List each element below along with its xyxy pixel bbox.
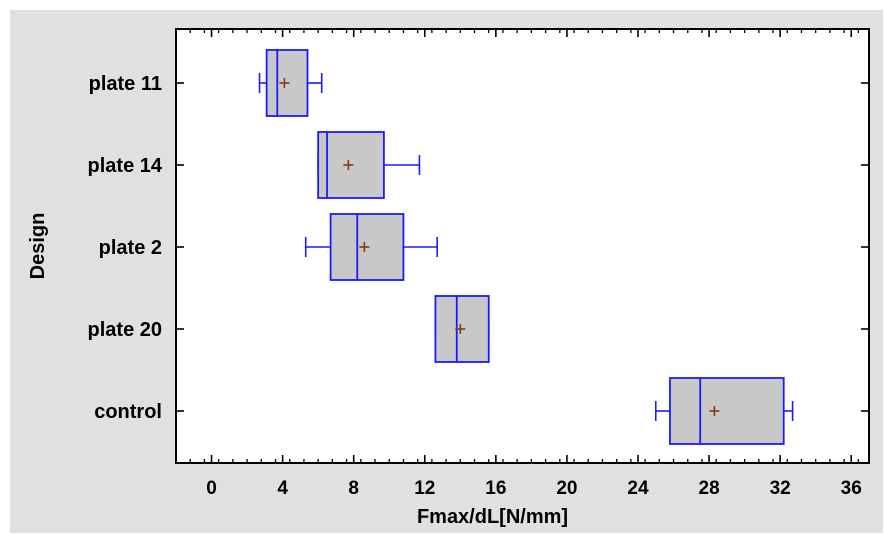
x-tick-label: 12 [414,478,435,499]
x-tick-labels: 0 4 8 12 16 20 24 28 32 36 [206,478,862,499]
x-tick-label: 36 [841,478,862,499]
category-label: plate 11 [89,73,162,95]
x-axis-title: Fmax/dL[N/mm] [417,506,568,528]
x-tick-label: 0 [206,478,217,499]
category-label: plate 20 [88,319,162,341]
box-plate-20 [434,295,490,363]
box-plate-14 [317,131,421,199]
iqr-box [265,49,309,117]
category-label: plate 2 [99,237,162,259]
x-tick-label: 8 [348,478,359,499]
y-axis-title: Design [27,213,49,280]
x-axis-ticks [176,29,869,463]
category-labels: plate 11 plate 14 plate 2 plate 20 control [88,73,163,423]
x-tick-label: 16 [485,478,506,499]
box-series [258,49,794,445]
x-tick-label: 4 [277,478,288,499]
x-tick-label: 20 [556,478,577,499]
x-tick-label: 28 [699,478,720,499]
box-plate-2 [304,213,439,281]
box-control [654,377,794,445]
category-label: plate 14 [88,155,163,177]
iqr-box [669,377,785,445]
x-tick-label: 24 [627,478,649,499]
x-tick-label: 32 [770,478,791,499]
box-plate-11 [258,49,323,117]
category-label: control [94,401,162,423]
